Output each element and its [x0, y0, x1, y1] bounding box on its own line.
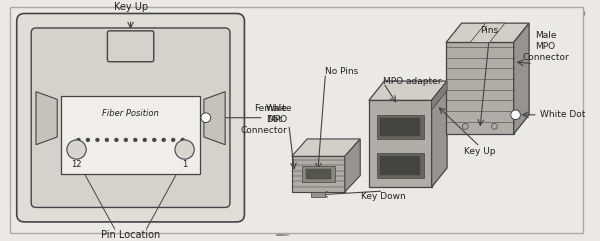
- Polygon shape: [377, 115, 424, 139]
- Polygon shape: [470, 23, 505, 42]
- Polygon shape: [292, 156, 345, 192]
- Circle shape: [181, 138, 185, 142]
- Circle shape: [152, 138, 156, 142]
- Text: 12: 12: [71, 160, 82, 168]
- Text: White Dot: White Dot: [540, 110, 585, 119]
- Circle shape: [201, 113, 211, 122]
- Polygon shape: [311, 192, 325, 197]
- Polygon shape: [431, 81, 447, 187]
- Text: Female
MPO
Connector: Female MPO Connector: [240, 104, 287, 135]
- Circle shape: [171, 138, 175, 142]
- Circle shape: [491, 123, 497, 129]
- Polygon shape: [380, 156, 420, 175]
- Text: Pins: Pins: [481, 26, 499, 35]
- Circle shape: [143, 138, 147, 142]
- Polygon shape: [369, 81, 447, 100]
- Circle shape: [86, 138, 90, 142]
- Text: White
Dot: White Dot: [266, 104, 292, 124]
- Polygon shape: [514, 23, 529, 134]
- Text: MPO adapter: MPO adapter: [383, 77, 442, 86]
- Polygon shape: [446, 42, 514, 134]
- Polygon shape: [369, 100, 431, 187]
- Circle shape: [115, 138, 118, 142]
- Polygon shape: [36, 92, 57, 145]
- Circle shape: [162, 138, 166, 142]
- FancyBboxPatch shape: [31, 28, 230, 208]
- Text: Male
MPO
Connector: Male MPO Connector: [522, 31, 569, 62]
- Text: Key Down: Key Down: [361, 192, 406, 201]
- Polygon shape: [292, 139, 360, 156]
- Polygon shape: [204, 92, 225, 145]
- Circle shape: [175, 140, 194, 159]
- Polygon shape: [380, 118, 420, 136]
- Circle shape: [124, 138, 128, 142]
- Polygon shape: [377, 154, 424, 178]
- Polygon shape: [446, 23, 529, 42]
- Text: Pin Location: Pin Location: [101, 230, 160, 240]
- Polygon shape: [431, 81, 447, 110]
- Circle shape: [67, 140, 86, 159]
- Text: No Pins: No Pins: [325, 67, 359, 76]
- Text: Fiber Position: Fiber Position: [102, 109, 159, 118]
- Circle shape: [511, 110, 520, 120]
- FancyBboxPatch shape: [107, 31, 154, 62]
- Circle shape: [77, 138, 80, 142]
- FancyBboxPatch shape: [17, 13, 244, 222]
- Bar: [61, 96, 200, 174]
- Polygon shape: [302, 166, 335, 182]
- Circle shape: [95, 138, 100, 142]
- Text: Key Up: Key Up: [464, 147, 496, 156]
- Circle shape: [463, 123, 469, 129]
- Text: 1: 1: [182, 160, 187, 168]
- Circle shape: [105, 138, 109, 142]
- Polygon shape: [306, 169, 331, 180]
- Polygon shape: [345, 139, 360, 192]
- Circle shape: [133, 138, 137, 142]
- Text: Key Up: Key Up: [113, 1, 148, 12]
